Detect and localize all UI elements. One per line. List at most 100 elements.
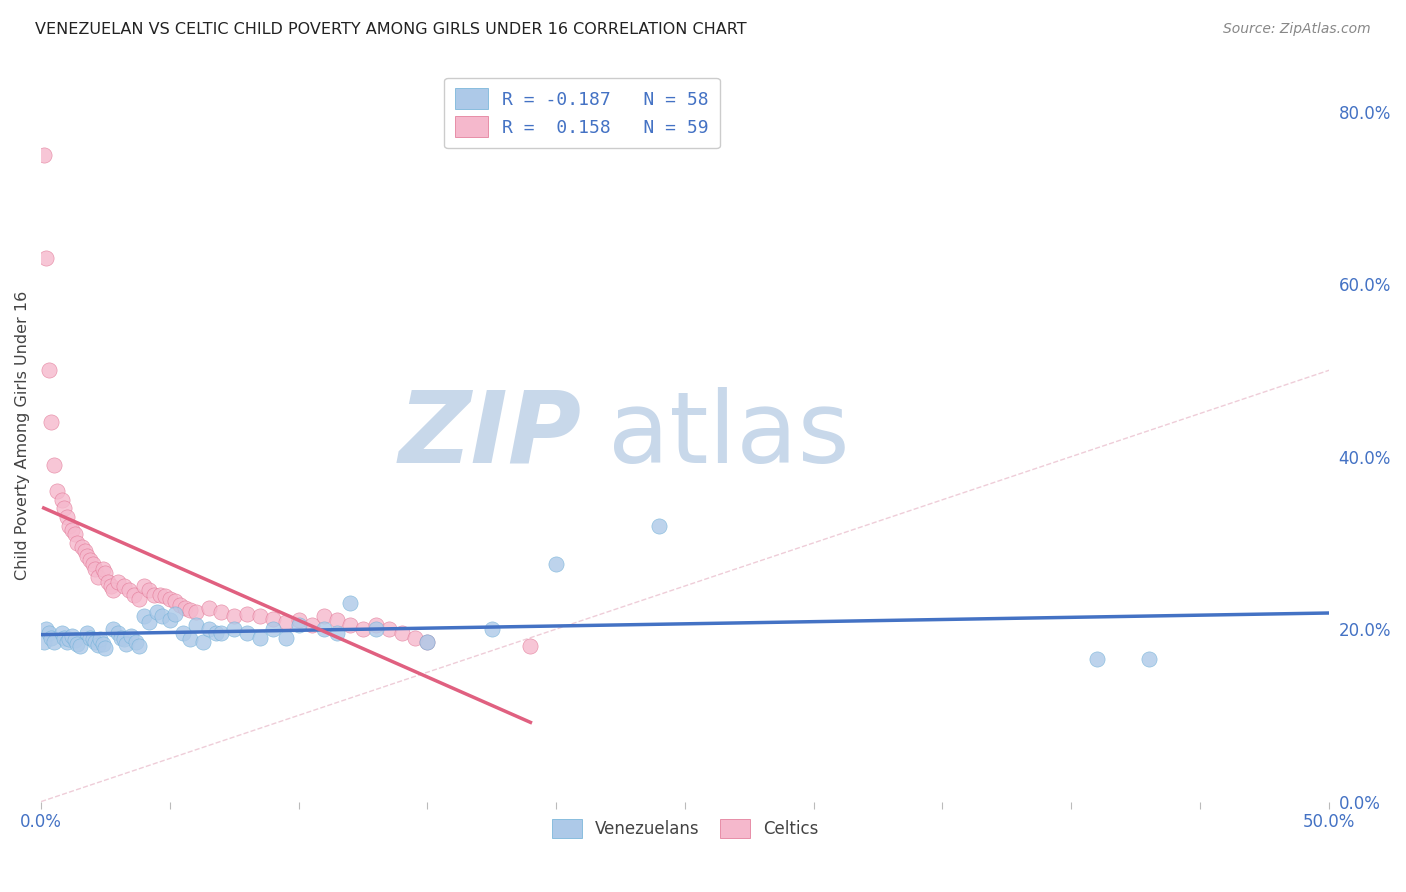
Point xyxy=(100,579,122,593)
Point xyxy=(63,527,86,541)
Point xyxy=(236,626,259,640)
Y-axis label: Child Poverty Among Girls Under 16: Child Poverty Among Girls Under 16 xyxy=(15,291,30,580)
Point xyxy=(38,626,60,640)
Point xyxy=(84,635,107,649)
Point xyxy=(153,590,176,604)
Point xyxy=(274,631,297,645)
Point xyxy=(481,622,503,636)
Point xyxy=(32,147,55,161)
Point xyxy=(209,626,232,640)
Point xyxy=(53,501,76,516)
Point xyxy=(224,609,246,624)
Point xyxy=(87,570,110,584)
Point xyxy=(128,591,150,606)
Point xyxy=(91,637,114,651)
Point xyxy=(56,635,79,649)
Point xyxy=(56,510,79,524)
Point xyxy=(205,626,228,640)
Point xyxy=(72,540,94,554)
Point xyxy=(184,605,207,619)
Point xyxy=(249,631,271,645)
Point xyxy=(138,583,160,598)
Point xyxy=(416,635,439,649)
Point xyxy=(79,631,101,645)
Point xyxy=(115,637,138,651)
Point xyxy=(150,609,173,624)
Point xyxy=(287,617,309,632)
Legend: Venezuelans, Celtics: Venezuelans, Celtics xyxy=(546,812,825,845)
Point xyxy=(236,607,259,621)
Point xyxy=(179,603,201,617)
Point xyxy=(118,583,141,598)
Point xyxy=(41,415,63,429)
Text: VENEZUELAN VS CELTIC CHILD POVERTY AMONG GIRLS UNDER 16 CORRELATION CHART: VENEZUELAN VS CELTIC CHILD POVERTY AMONG… xyxy=(35,22,747,37)
Text: ZIP: ZIP xyxy=(399,386,582,483)
Point xyxy=(274,615,297,630)
Point xyxy=(1085,652,1108,666)
Point xyxy=(249,609,271,624)
Point xyxy=(172,626,194,640)
Point xyxy=(1137,652,1160,666)
Point xyxy=(143,588,166,602)
Point xyxy=(60,629,83,643)
Point xyxy=(416,635,439,649)
Point xyxy=(148,588,170,602)
Point xyxy=(301,617,323,632)
Point xyxy=(209,605,232,619)
Point xyxy=(38,363,60,377)
Point xyxy=(107,626,129,640)
Point xyxy=(91,562,114,576)
Point xyxy=(112,632,135,647)
Point xyxy=(546,558,568,572)
Point xyxy=(53,631,76,645)
Point xyxy=(82,632,104,647)
Point xyxy=(84,562,107,576)
Point xyxy=(110,631,132,645)
Point xyxy=(287,614,309,628)
Point xyxy=(87,638,110,652)
Point xyxy=(63,633,86,648)
Point xyxy=(391,626,413,640)
Point xyxy=(352,622,374,636)
Point xyxy=(122,588,145,602)
Point xyxy=(339,617,361,632)
Text: atlas: atlas xyxy=(607,386,849,483)
Point xyxy=(58,518,80,533)
Point xyxy=(134,609,156,624)
Point xyxy=(339,596,361,610)
Point xyxy=(197,600,219,615)
Point xyxy=(120,629,142,643)
Point xyxy=(76,626,98,640)
Point xyxy=(184,617,207,632)
Point xyxy=(364,617,387,632)
Point xyxy=(89,632,111,647)
Point xyxy=(107,574,129,589)
Point xyxy=(58,632,80,647)
Point xyxy=(197,622,219,636)
Point xyxy=(69,640,91,654)
Text: Source: ZipAtlas.com: Source: ZipAtlas.com xyxy=(1223,22,1371,37)
Point xyxy=(404,631,426,645)
Point xyxy=(364,622,387,636)
Point xyxy=(128,640,150,654)
Point xyxy=(73,544,96,558)
Point xyxy=(134,579,156,593)
Point xyxy=(76,549,98,563)
Point xyxy=(97,574,120,589)
Point xyxy=(41,631,63,645)
Point xyxy=(42,458,65,473)
Point xyxy=(179,632,201,647)
Point xyxy=(138,615,160,630)
Point xyxy=(79,553,101,567)
Point xyxy=(94,641,117,656)
Point xyxy=(42,635,65,649)
Point xyxy=(125,635,148,649)
Point xyxy=(94,566,117,580)
Point xyxy=(326,626,349,640)
Point xyxy=(82,558,104,572)
Point xyxy=(314,622,336,636)
Point xyxy=(224,622,246,636)
Point xyxy=(66,637,89,651)
Point xyxy=(35,252,58,266)
Point xyxy=(159,591,181,606)
